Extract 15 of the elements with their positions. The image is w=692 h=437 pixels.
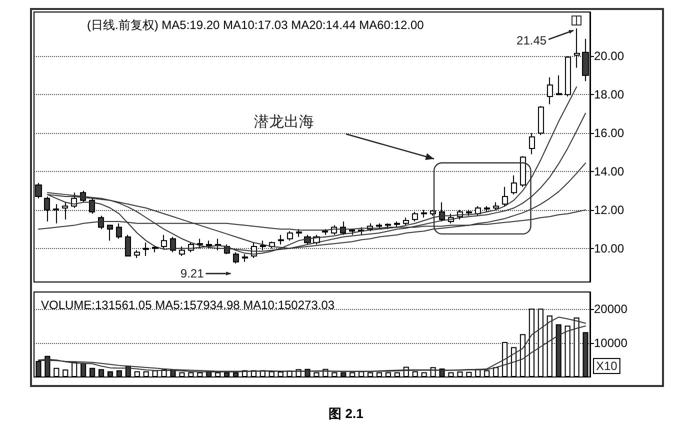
y-tick-label: 18.00: [594, 88, 624, 102]
y-tick-label: 10.00: [594, 241, 624, 256]
y-tick-label: 20.00: [594, 49, 624, 64]
text: (日线.前复权) MA5:19.20 MA10:17.03 MA20:14.44 MA60:12.00: [87, 18, 424, 32]
y-tick-label: 12.00: [594, 202, 624, 217]
text: X10: [596, 359, 618, 373]
y-tick-label: 16.00: [594, 126, 624, 140]
y-tick-label: 10000: [594, 336, 628, 350]
annotation: 9.21: [180, 266, 204, 281]
text: VOLUME:131561.05 MA5:157934.98 MA10:150273.03: [41, 298, 335, 312]
annotation: 21.45: [516, 33, 547, 48]
y-tick-label: 20000: [594, 302, 628, 316]
y-tick-label: 14.00: [594, 164, 624, 178]
caption: 图 2.1: [328, 405, 364, 423]
annotation: 潜龙出海: [254, 114, 314, 130]
